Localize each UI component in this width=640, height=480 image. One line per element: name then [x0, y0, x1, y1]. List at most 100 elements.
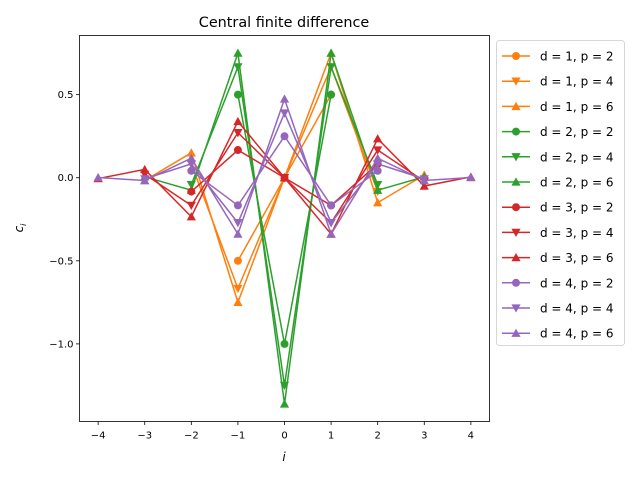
data-point	[279, 94, 290, 103]
legend-marker	[511, 153, 521, 162]
data-point	[233, 219, 243, 228]
legend-marker	[511, 177, 521, 186]
y-tick-label: −0.5	[49, 256, 73, 267]
data-point	[186, 148, 196, 157]
data-point	[280, 339, 289, 348]
data-point	[233, 129, 243, 138]
data-point	[187, 187, 196, 196]
legend-label: d = 4, p = 2	[540, 276, 614, 290]
data-point	[233, 297, 243, 307]
legend-marker	[511, 228, 521, 237]
legend: d = 1, p = 2 d = 1, p = 4 d = 1, p = 6 d = …	[496, 40, 625, 346]
x-axis: −4 −3 −2 −1 0 1 2 3 4	[91, 421, 474, 442]
legend-marker	[512, 127, 520, 136]
legend-marker	[511, 304, 521, 313]
data-point	[233, 201, 242, 210]
legend-label: d = 1, p = 4	[540, 75, 614, 89]
legend-entry: d = 2, p = 6	[502, 176, 614, 190]
legend-entry: d = 4, p = 4	[502, 302, 614, 316]
y-axis-label: ci	[12, 223, 28, 233]
data-point	[186, 201, 196, 211]
series-4	[233, 90, 336, 348]
legend-entry: d = 3, p = 6	[502, 251, 614, 265]
legend-label: d = 2, p = 4	[540, 150, 614, 164]
data-point	[233, 284, 243, 294]
y-tick-label: 0.5	[58, 90, 74, 101]
data-point	[327, 201, 336, 210]
data-point	[419, 181, 429, 190]
data-point	[140, 164, 150, 174]
data-point	[326, 219, 336, 228]
legend-label: d = 3, p = 6	[540, 251, 614, 265]
legend-label: d = 2, p = 2	[540, 125, 614, 139]
data-point	[233, 229, 243, 238]
data-point	[326, 48, 336, 57]
data-point	[326, 229, 336, 238]
legend-label: d = 4, p = 4	[540, 302, 614, 316]
series-line	[144, 52, 425, 405]
legend-entry: d = 2, p = 4	[502, 150, 614, 164]
legend-marker	[512, 52, 520, 60]
y-tick-label: 0.0	[58, 173, 74, 184]
legend-entry: d = 1, p = 6	[502, 100, 614, 114]
data-point	[373, 134, 383, 143]
data-point	[280, 132, 289, 141]
x-tick-label: −4	[91, 431, 106, 442]
series-line	[98, 96, 471, 236]
y-tick-label: −1.0	[49, 339, 73, 350]
legend-entry: d = 3, p = 2	[502, 201, 614, 215]
data-point	[186, 212, 196, 221]
x-tick-label: 2	[374, 431, 380, 442]
data-point	[233, 90, 242, 99]
data-point	[186, 153, 196, 162]
legend-entry: d = 1, p = 4	[502, 75, 614, 89]
x-tick-label: −2	[184, 431, 199, 442]
legend-label: d = 3, p = 4	[540, 226, 614, 240]
data-point	[327, 90, 336, 99]
legend-label: d = 2, p = 6	[540, 176, 614, 190]
legend-entry: d = 4, p = 2	[502, 276, 614, 290]
data-point	[233, 48, 243, 57]
legend-label: d = 1, p = 6	[540, 100, 614, 114]
data-point	[279, 173, 290, 182]
data-point	[233, 256, 242, 265]
legend-marker	[512, 203, 520, 212]
chart-title: Central finite difference	[199, 15, 370, 31]
data-point	[93, 172, 103, 182]
legend-marker	[511, 101, 521, 111]
x-tick-label: 3	[421, 431, 427, 442]
x-tick-label: −3	[137, 431, 152, 442]
legend-label: d = 3, p = 2	[540, 201, 614, 215]
x-tick-label: −1	[231, 431, 246, 442]
data-point	[373, 198, 383, 207]
axes-frame	[79, 35, 490, 422]
series-12	[93, 94, 476, 238]
data-point	[419, 175, 429, 185]
data-point	[279, 109, 290, 118]
data-point	[279, 399, 290, 408]
series-10	[187, 132, 382, 210]
data-point	[233, 116, 243, 126]
data-point	[233, 146, 242, 155]
x-axis-label: i	[282, 450, 286, 464]
y-axis: 0.5 0.0 −0.5 −1.0	[49, 90, 80, 350]
data-point	[140, 175, 150, 185]
x-tick-label: 1	[328, 431, 334, 442]
legend-label: d = 1, p = 2	[540, 50, 614, 64]
x-tick-label: 0	[281, 431, 287, 442]
legend-marker	[511, 77, 521, 86]
legend-entry: d = 2, p = 2	[502, 125, 614, 139]
legend-entry: d = 1, p = 2	[502, 50, 614, 64]
legend-marker	[511, 328, 521, 337]
data-point	[187, 166, 196, 175]
data-point	[373, 185, 383, 194]
legend-entry: d = 3, p = 4	[502, 226, 614, 240]
data-point	[373, 166, 382, 175]
data-point	[466, 172, 476, 182]
legend-marker	[512, 278, 520, 287]
x-tick-label: 4	[468, 431, 474, 442]
legend-label: d = 4, p = 6	[540, 327, 614, 341]
legend-marker	[511, 253, 521, 262]
series-line	[144, 111, 425, 225]
